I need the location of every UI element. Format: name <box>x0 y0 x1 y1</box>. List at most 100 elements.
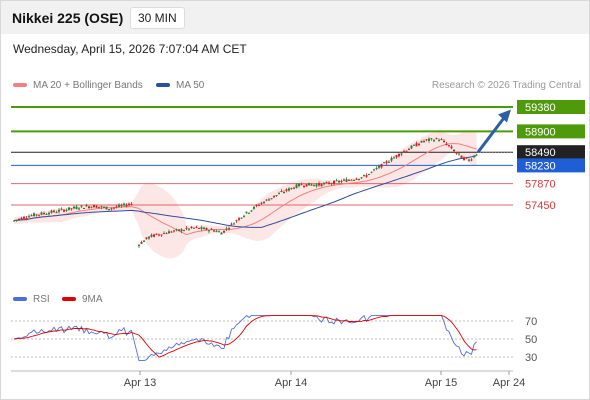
candle-body <box>128 203 130 205</box>
candle-body <box>233 223 235 225</box>
candle-body <box>265 199 268 201</box>
legend-ma50-label: MA 50 <box>176 80 205 91</box>
candle-body <box>445 143 448 146</box>
candle-body <box>35 214 38 216</box>
candle-body <box>343 179 345 181</box>
timestamp: Wednesday, April 15, 2026 7:07:04 AM CET <box>13 42 247 56</box>
candle-body <box>388 161 390 163</box>
candle-body <box>203 227 205 230</box>
candle-body <box>158 234 160 236</box>
candle-body <box>368 173 370 175</box>
candle-body <box>210 228 213 230</box>
candle-body <box>150 234 153 237</box>
candle-body <box>288 188 290 191</box>
legend-rsi-label: RSI <box>33 294 50 305</box>
rsi-line <box>13 314 477 362</box>
candle-body <box>443 140 445 143</box>
candle-body <box>78 208 80 210</box>
candle-body <box>303 185 305 187</box>
candle-body <box>423 140 425 142</box>
candle-body <box>70 208 73 210</box>
candle-body <box>425 139 428 141</box>
candle-body <box>358 178 360 180</box>
candle-body <box>170 231 173 233</box>
candle-body <box>253 206 255 209</box>
candle-body <box>295 184 298 188</box>
candle-body <box>88 206 90 209</box>
candle-body <box>13 220 15 222</box>
candle-body <box>105 206 108 210</box>
level-label-58490: 58490 <box>525 147 556 159</box>
legend-ma20: MA 20 + Bollinger Bands <box>13 80 143 91</box>
candle-body <box>245 211 248 214</box>
candle-body <box>148 236 150 239</box>
candle-body <box>280 191 283 193</box>
candle-body <box>390 158 393 161</box>
candle-body <box>378 165 380 168</box>
candle-body <box>240 217 243 219</box>
bollinger-band <box>14 130 477 259</box>
candle-body <box>145 237 148 239</box>
candle-body <box>48 212 50 215</box>
candle-body <box>315 184 318 187</box>
timeframe-badge[interactable]: 30 MIN <box>130 7 185 29</box>
candle-body <box>383 162 385 164</box>
level-label-59380: 59380 <box>525 102 556 114</box>
rsi-tick-30: 30 <box>525 352 537 364</box>
legend-rsi: RSI <box>13 294 50 305</box>
candle-body <box>113 207 115 209</box>
candle-body <box>55 212 58 214</box>
x-tick-label: Apr 24 <box>493 377 525 389</box>
candle-body <box>15 219 18 221</box>
candle-body <box>223 230 225 233</box>
x-tick-label: Apr 15 <box>425 377 457 389</box>
rsi-tick-50: 50 <box>525 334 537 346</box>
x-tick-label: Apr 14 <box>275 377 307 389</box>
candle-body <box>195 226 198 228</box>
candle-body <box>310 184 313 186</box>
candle-body <box>123 203 125 206</box>
candle-body <box>403 151 405 153</box>
candle-body <box>353 179 355 181</box>
candle-body <box>98 206 100 208</box>
candle-body <box>268 199 270 201</box>
level-label-58900: 58900 <box>525 126 556 138</box>
candle-body <box>348 179 350 181</box>
candle-body <box>435 138 438 140</box>
candle-body <box>193 227 195 229</box>
candle-body <box>333 180 335 185</box>
candle-body <box>68 207 70 210</box>
candle-body <box>138 244 140 246</box>
level-tag-58230 <box>517 158 585 173</box>
rsi-ma-swatch <box>62 297 76 302</box>
candle-body <box>160 234 163 236</box>
candle-body <box>325 181 328 183</box>
candle-body <box>278 193 280 195</box>
candle-body <box>258 204 260 206</box>
candle-body <box>260 202 263 204</box>
candle-body <box>430 138 433 140</box>
candle-body <box>465 157 468 159</box>
candle-body <box>375 168 378 170</box>
candle-body <box>73 206 75 209</box>
candle-body <box>408 148 410 150</box>
candle-body <box>320 183 323 187</box>
candle-body <box>263 201 265 204</box>
candle-body <box>308 182 310 186</box>
candle-body <box>405 150 408 152</box>
rsi-ma-line <box>13 315 477 358</box>
candle-body <box>220 232 223 235</box>
candle-body <box>370 171 373 173</box>
candle-body <box>208 230 210 232</box>
candle-body <box>300 184 303 186</box>
candle-body <box>413 144 415 146</box>
candle-body <box>115 206 118 208</box>
candle-body <box>440 139 443 141</box>
candle-body <box>448 145 450 147</box>
candle-body <box>328 182 330 184</box>
candle-body <box>50 210 53 213</box>
candle-body <box>363 175 365 177</box>
level-tag-58900 <box>517 124 585 139</box>
candle-body <box>455 152 458 154</box>
legend-9ma-label: 9MA <box>82 294 103 305</box>
